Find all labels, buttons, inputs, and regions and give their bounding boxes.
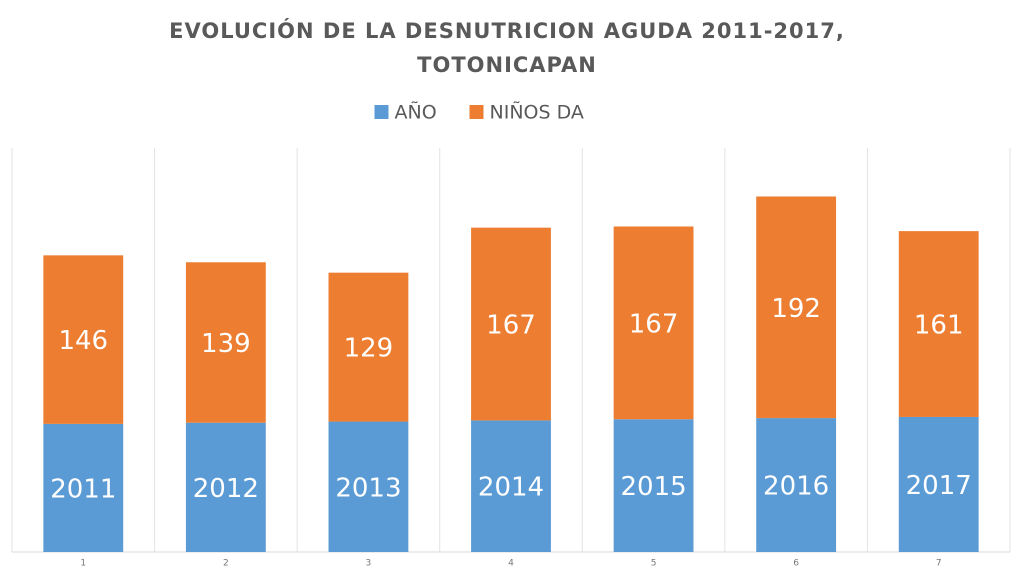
- data-label: 161: [914, 311, 964, 341]
- legend-swatch: [374, 105, 389, 119]
- data-label: 167: [486, 311, 536, 341]
- x-tick-label: 3: [366, 559, 372, 567]
- bar-segment: [185, 262, 266, 423]
- bar-segment: [471, 420, 551, 552]
- legend-label: AÑO: [395, 101, 437, 124]
- bar-segment: [43, 423, 124, 552]
- data-label: 129: [344, 334, 394, 364]
- legend-label: NIÑOS DA: [490, 101, 584, 124]
- bar-segment: [328, 272, 409, 422]
- bar-segment: [756, 196, 837, 419]
- bar-segment: [43, 255, 124, 424]
- data-label: 2017: [906, 471, 972, 501]
- data-label: 2012: [193, 474, 259, 504]
- x-tick-label: 5: [651, 559, 657, 567]
- chart-title: TOTONICAPAN: [417, 53, 597, 77]
- x-tick-label: 2: [223, 559, 229, 567]
- data-label: 2016: [763, 472, 829, 502]
- bar-segment: [185, 422, 266, 552]
- chart-title: EVOLUCIÓN DE LA DESNUTRICION AGUDA 2011-…: [169, 18, 845, 43]
- bar-segment: [328, 421, 409, 552]
- x-tick-label: 1: [80, 559, 86, 567]
- data-label: 192: [771, 294, 821, 324]
- data-label: 139: [201, 329, 251, 359]
- bar-segment: [756, 418, 837, 552]
- data-label: 146: [58, 326, 108, 356]
- data-label: 2013: [335, 473, 401, 503]
- data-label: 2014: [478, 473, 544, 503]
- data-label: 2015: [620, 472, 686, 502]
- bar-segment: [613, 419, 694, 552]
- data-label: 2011: [50, 474, 116, 504]
- data-label: 167: [629, 309, 679, 339]
- bar-segment: [613, 226, 694, 420]
- x-tick-label: 7: [936, 559, 942, 567]
- x-tick-label: 6: [793, 559, 799, 567]
- legend-swatch: [469, 105, 484, 119]
- bar-segment: [471, 227, 551, 421]
- x-tick-label: 4: [508, 559, 514, 567]
- bar-segment: [898, 231, 979, 417]
- bar-segment: [898, 416, 979, 552]
